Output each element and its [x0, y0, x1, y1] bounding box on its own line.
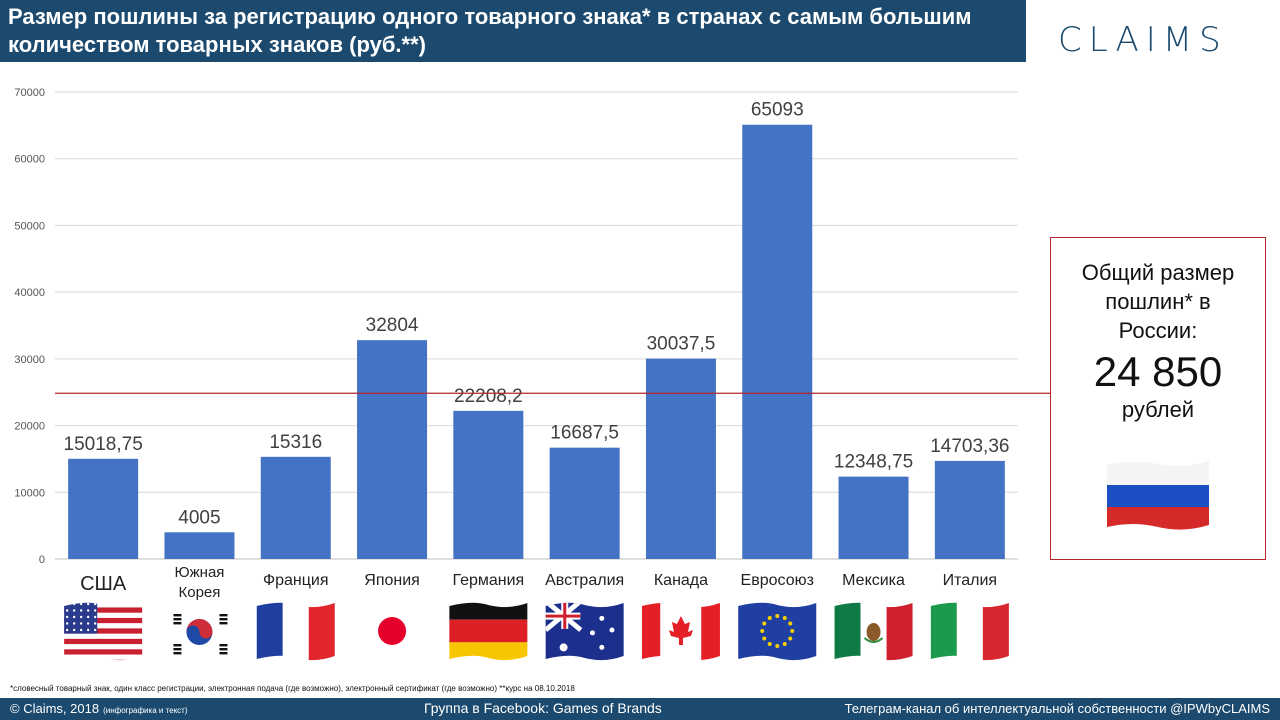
- bar: [260, 456, 331, 559]
- bar: [742, 124, 813, 559]
- x-tick-label: Италия: [943, 572, 997, 589]
- russia-fee-unit: рублей: [1121, 397, 1195, 422]
- x-tick-label: Корея: [179, 584, 221, 601]
- y-tick-label: 10000: [14, 487, 45, 499]
- y-tick-label: 60000: [14, 154, 45, 166]
- data-label: 32804: [366, 315, 419, 336]
- data-label: 22208,2: [454, 386, 523, 407]
- footer-copyright: © Claims, 2018 (инфографика и текст): [10, 701, 188, 716]
- mexico-flag-icon: [834, 602, 913, 661]
- bar: [934, 460, 1005, 559]
- footer-bar: © Claims, 2018 (инфографика и текст) Груп…: [0, 698, 1280, 720]
- russia-info-label: Общий размер пошлин* в России:: [1081, 260, 1235, 343]
- x-tick-label: Мексика: [842, 572, 905, 589]
- data-label: 14703,36: [930, 436, 1009, 457]
- bar: [68, 458, 139, 559]
- bar: [549, 447, 620, 559]
- y-tick-label: 40000: [14, 287, 45, 299]
- copyright-note: (инфографика и текст): [103, 706, 188, 715]
- footnote: *словесный товарный знак, один класс рег…: [10, 684, 575, 693]
- data-label: 65093: [751, 100, 804, 121]
- us-flag-icon: [64, 602, 143, 661]
- x-tick-label: Евросоюз: [741, 572, 814, 589]
- germany-flag-icon: [449, 602, 528, 661]
- russia-flag-icon: [1103, 455, 1213, 538]
- russia-fee-value: 24 850: [1093, 348, 1223, 395]
- x-tick-label: Южная: [174, 564, 224, 581]
- data-label: 15018,75: [64, 434, 143, 455]
- data-label: 30037,5: [647, 334, 716, 355]
- data-label: 4005: [178, 507, 220, 528]
- canada-flag-icon: [641, 602, 720, 661]
- italy-flag-icon: [930, 602, 1009, 661]
- copyright-text: © Claims, 2018: [10, 701, 100, 716]
- x-tick-label: США: [80, 573, 127, 595]
- france-flag-icon: [256, 602, 335, 661]
- russia-info-box: Общий размер пошлин* в России: 24 850 ру…: [1050, 237, 1266, 560]
- page-title: Размер пошлины за регистрацию одного тов…: [8, 4, 972, 57]
- y-tick-label: 20000: [14, 421, 45, 433]
- data-label: 12348,75: [834, 452, 913, 473]
- x-tick-label: Канада: [654, 572, 708, 589]
- y-tick-label: 0: [39, 554, 45, 566]
- y-tick-label: 50000: [14, 220, 45, 232]
- y-tick-label: 70000: [14, 87, 45, 99]
- bar-chart: 0 10000 20000 30000 40000 50000 60000 70000 1501…: [14, 87, 1050, 661]
- south-korea-flag-icon: [160, 602, 239, 661]
- bar: [838, 476, 909, 559]
- australia-flag-icon: [545, 602, 624, 661]
- japan-flag-icon: [353, 602, 432, 661]
- title-bar: Размер пошлины за регистрацию одного тов…: [0, 0, 1026, 62]
- bar: [453, 410, 524, 559]
- footer-telegram-link[interactable]: Телеграм-канал об интеллектуальной собст…: [844, 701, 1270, 716]
- footer-facebook-link[interactable]: Группа в Facebook: Games of Brands: [424, 700, 662, 716]
- eu-flag-icon: [738, 602, 817, 661]
- x-tick-label: Франция: [263, 572, 329, 589]
- data-label: 16687,5: [550, 423, 619, 444]
- y-tick-label: 30000: [14, 354, 45, 366]
- x-tick-label: Австралия: [545, 572, 624, 589]
- x-tick-label: Германия: [452, 572, 524, 589]
- data-label: 15316: [269, 432, 322, 453]
- bar: [645, 358, 716, 559]
- claims-logo: CLAIMS: [1058, 20, 1228, 60]
- bar: [164, 532, 235, 559]
- x-tick-label: Япония: [364, 572, 420, 589]
- bar: [357, 340, 428, 559]
